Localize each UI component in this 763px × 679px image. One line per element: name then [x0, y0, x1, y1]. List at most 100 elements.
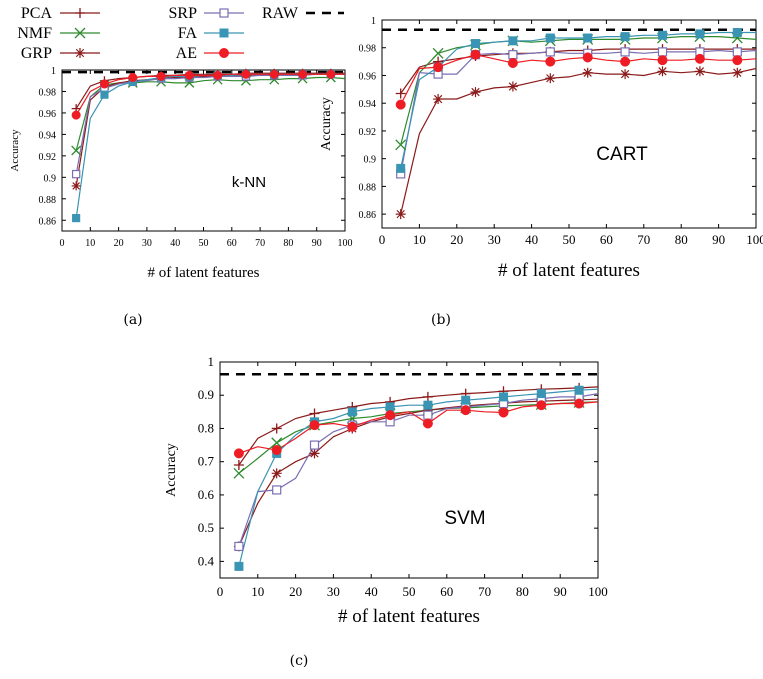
point-ae	[574, 398, 585, 409]
point-ae	[582, 52, 593, 63]
x-tick-label: 40	[365, 584, 378, 599]
point-grp	[470, 87, 481, 98]
legend-marker-grp	[75, 48, 85, 58]
x-tick-label: 20	[289, 584, 302, 599]
point-srp	[657, 47, 668, 57]
x-tick-label: 80	[516, 584, 529, 599]
y-tick-label: 1	[51, 66, 56, 77]
point-pca	[233, 460, 244, 471]
x-tick-label: 20	[450, 232, 463, 247]
point-grp	[433, 94, 444, 105]
y-tick-label: 0.86	[359, 210, 377, 221]
x-tick-label: 0	[217, 584, 224, 599]
point-fa	[574, 385, 584, 395]
y-tick-label: 0.5	[198, 520, 214, 535]
point-fa	[732, 27, 742, 37]
x-axis-label: # of latent features	[147, 265, 259, 281]
point-srp	[71, 169, 81, 179]
point-ae	[694, 53, 705, 64]
point-nmf	[271, 437, 283, 449]
point-grp	[545, 73, 556, 84]
y-tick-label: 0.7	[198, 454, 215, 469]
point-fa	[72, 214, 81, 223]
point-ae	[298, 69, 308, 79]
y-tick-label: 0.4	[198, 553, 215, 568]
y-tick-label: 0.96	[359, 71, 377, 82]
subfigure-caption: (b)	[431, 312, 451, 328]
series-line-grp	[400, 67, 757, 215]
point-ae	[269, 69, 279, 79]
point-ae	[498, 407, 509, 418]
point-ae	[732, 55, 743, 66]
x-tick-label: 50	[563, 232, 576, 247]
point-srp	[620, 47, 630, 57]
point-grp	[694, 66, 705, 77]
point-fa	[545, 33, 555, 43]
y-axis-label: Accuracy	[9, 129, 21, 172]
point-grp	[657, 66, 668, 77]
x-tick-label: 100	[338, 238, 353, 249]
series-line-grp	[238, 398, 599, 547]
point-fa	[508, 36, 518, 46]
y-tick-label: 0.96	[39, 109, 57, 120]
legend-label-pca: PCA	[21, 5, 53, 22]
point-grp	[620, 69, 631, 80]
point-nmf	[395, 139, 407, 151]
x-tick-label: 70	[478, 584, 491, 599]
x-tick-label: 90	[554, 584, 567, 599]
x-tick-label: 50	[403, 584, 416, 599]
point-grp	[71, 181, 81, 191]
y-tick-label: 0.92	[359, 127, 377, 138]
x-tick-label: 70	[637, 232, 650, 247]
legend-label-grp: GRP	[21, 45, 52, 62]
point-ae	[99, 79, 109, 89]
point-ae	[233, 448, 244, 459]
legend-label-ae: AE	[176, 45, 197, 62]
x-tick-label: 30	[488, 232, 501, 247]
point-ae	[326, 69, 336, 79]
y-tick-label: 0.86	[39, 216, 57, 227]
x-tick-label: 90	[312, 238, 322, 249]
point-ae	[620, 56, 631, 67]
point-ae	[347, 421, 358, 432]
point-ae	[128, 72, 138, 83]
y-tick-label: 1	[208, 354, 215, 369]
point-grp	[507, 81, 518, 92]
point-pca	[422, 391, 433, 402]
x-tick-label: 30	[142, 238, 152, 249]
x-tick-label: 10	[251, 584, 264, 599]
point-fa	[461, 395, 471, 405]
y-tick-label: 0.9	[364, 155, 377, 166]
point-grp	[422, 405, 433, 416]
legend-label-fa: FA	[178, 25, 198, 42]
point-nmf	[233, 467, 245, 479]
series-line-grp	[75, 73, 345, 186]
chart-svm: 0 10 20 30 40 50 60 70 80 90 100 0.4 0.5 0.6 0.7 0.8 0.9…	[164, 354, 608, 669]
point-ae	[156, 71, 166, 81]
y-axis-label: Accuracy	[319, 97, 334, 151]
point-ae	[470, 49, 481, 60]
point-fa	[423, 400, 433, 410]
point-ae	[460, 405, 471, 416]
point-ae	[184, 70, 194, 80]
point-ae	[507, 57, 518, 68]
x-tick-label: 30	[327, 584, 340, 599]
point-grp	[582, 67, 593, 78]
y-tick-label: 0.94	[39, 130, 57, 141]
point-nmf	[432, 47, 444, 59]
point-ae	[433, 62, 444, 73]
point-ae	[71, 110, 81, 120]
point-srp	[508, 50, 518, 60]
point-ae	[213, 70, 223, 80]
point-fa	[396, 163, 406, 173]
point-ae	[309, 420, 320, 431]
point-ae	[545, 56, 556, 67]
y-tick-label: 0.9	[198, 387, 214, 402]
point-srp	[309, 440, 320, 450]
y-tick-label: 0.88	[39, 195, 57, 206]
x-tick-label: 40	[170, 238, 180, 249]
point-fa	[695, 29, 705, 39]
y-tick-label: 0.6	[198, 487, 215, 502]
point-grp	[271, 468, 282, 479]
